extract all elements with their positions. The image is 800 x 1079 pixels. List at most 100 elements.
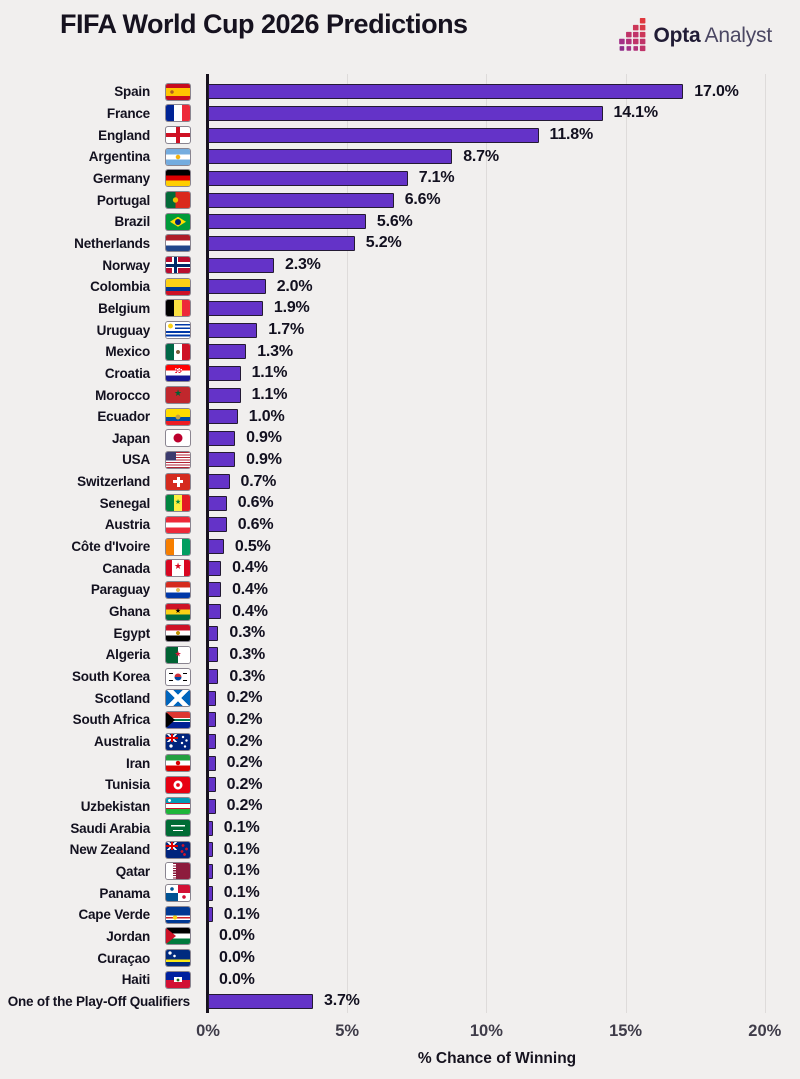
mexico-flag-icon xyxy=(166,343,190,360)
bar xyxy=(208,387,241,403)
chart-row: Iran 0.2% xyxy=(0,752,800,774)
value-label: 5.2% xyxy=(365,234,402,252)
bar xyxy=(208,777,216,793)
value-label: 0.5% xyxy=(234,537,271,555)
chart-row: Curaçao 0.0% xyxy=(0,947,800,969)
bar xyxy=(208,430,236,446)
chart-rows: Spain 17.0% France 14.1% England 11.8% Argenti… xyxy=(0,81,800,1012)
norway-flag-icon xyxy=(166,257,190,274)
country-label: Ghana xyxy=(108,604,150,620)
bar xyxy=(208,907,213,923)
country-label: Paraguay xyxy=(90,582,150,598)
x-axis-title: % Chance of Winning xyxy=(417,1050,577,1067)
brazil-flag-icon xyxy=(166,213,190,230)
colombia-flag-icon xyxy=(166,278,190,295)
bar xyxy=(208,84,684,100)
chart-row: Mexico 1.3% xyxy=(0,341,800,363)
value-label: 1.9% xyxy=(273,299,310,317)
value-label: 0.3% xyxy=(229,624,266,642)
country-label: Tunisia xyxy=(105,777,150,793)
page-title: FIFA World Cup 2026 Predictions xyxy=(60,9,468,39)
chart-row: Brazil 5.6% xyxy=(0,211,800,233)
bar xyxy=(208,192,394,208)
cape-verde-flag-icon xyxy=(166,906,190,923)
value-label: 2.0% xyxy=(276,277,313,295)
value-label: 0.3% xyxy=(229,667,266,685)
gridline xyxy=(764,74,766,1013)
bar xyxy=(208,539,224,555)
tunisia-flag-icon xyxy=(166,776,190,793)
bar xyxy=(208,734,216,750)
bar xyxy=(208,755,216,771)
value-label: 0.6% xyxy=(237,515,274,533)
cote-divoire-flag-icon xyxy=(166,538,190,555)
bar xyxy=(208,582,222,598)
egypt-flag-icon xyxy=(166,625,190,642)
bar xyxy=(208,604,222,620)
country-label: France xyxy=(106,105,150,121)
ghana-flag-icon xyxy=(166,603,190,620)
country-label: Croatia xyxy=(104,365,150,381)
chart-row: South Korea 0.3% xyxy=(0,666,800,688)
panama-flag-icon xyxy=(166,885,190,902)
chart-row: USA 0.9% xyxy=(0,449,800,471)
value-label: 0.0% xyxy=(219,970,255,988)
value-label: 0.0% xyxy=(219,927,255,945)
x-tick-label: 0% xyxy=(196,1022,220,1040)
country-label: Cape Verde xyxy=(78,907,150,923)
country-label: Uzbekistan xyxy=(80,798,150,814)
chart-row: Ghana 0.4% xyxy=(0,601,800,623)
chart-row: Algeria 0.3% xyxy=(0,644,800,666)
value-label: 6.6% xyxy=(404,191,441,209)
south-korea-flag-icon xyxy=(166,668,190,685)
x-tick-label: 15% xyxy=(609,1022,643,1040)
chart-row: Tunisia 0.2% xyxy=(0,774,800,796)
chart-row: France 14.1% xyxy=(0,103,800,125)
value-label: 1.1% xyxy=(251,364,288,382)
bar xyxy=(208,322,258,338)
chart-row: Morocco 1.1% xyxy=(0,384,800,406)
country-label: Belgium xyxy=(98,300,150,316)
value-label: 1.1% xyxy=(251,386,288,404)
chart-row: Scotland 0.2% xyxy=(0,687,800,709)
haiti-flag-icon xyxy=(166,971,190,988)
bar xyxy=(208,300,263,316)
chart-row: Saudi Arabia 0.1% xyxy=(0,817,800,839)
chart-row: New Zealand 0.1% xyxy=(0,839,800,861)
chart-row: Uzbekistan 0.2% xyxy=(0,796,800,818)
country-label: Australia xyxy=(94,734,150,750)
chart-row: Japan 0.9% xyxy=(0,428,800,450)
value-label: 0.1% xyxy=(223,840,260,858)
chart-row: Canada 0.4% xyxy=(0,557,800,579)
iran-flag-icon xyxy=(166,755,190,772)
paraguay-flag-icon xyxy=(166,581,190,598)
country-label: Morocco xyxy=(95,387,150,403)
value-label: 0.6% xyxy=(237,494,274,512)
country-label: Canada xyxy=(102,560,150,576)
country-label: South Korea xyxy=(71,669,150,685)
chart-row: Germany 7.1% xyxy=(0,168,800,190)
country-label: England xyxy=(98,127,150,143)
bar xyxy=(208,690,216,706)
country-label: Scotland xyxy=(94,690,151,706)
bar xyxy=(208,517,227,533)
bar xyxy=(208,452,236,468)
germany-flag-icon xyxy=(166,170,190,187)
qatar-flag-icon xyxy=(166,863,190,880)
chart-row: Switzerland 0.7% xyxy=(0,471,800,493)
value-label: 0.2% xyxy=(226,710,263,728)
usa-flag-icon xyxy=(166,451,190,468)
bar xyxy=(208,105,603,121)
logo-brand-light: Analyst xyxy=(704,23,773,47)
value-label: 11.8% xyxy=(549,126,594,144)
country-label: Curaçao xyxy=(97,950,150,966)
chart-row: South Africa 0.2% xyxy=(0,709,800,731)
uzbekistan-flag-icon xyxy=(166,798,190,815)
value-label: 0.4% xyxy=(232,559,268,577)
portugal-flag-icon xyxy=(166,192,190,209)
value-label: 8.7% xyxy=(463,147,499,165)
value-label: 3.7% xyxy=(324,992,360,1010)
country-label: Saudi Arabia xyxy=(70,820,150,836)
value-label: 17.0% xyxy=(694,82,739,100)
value-label: 0.0% xyxy=(219,949,255,967)
